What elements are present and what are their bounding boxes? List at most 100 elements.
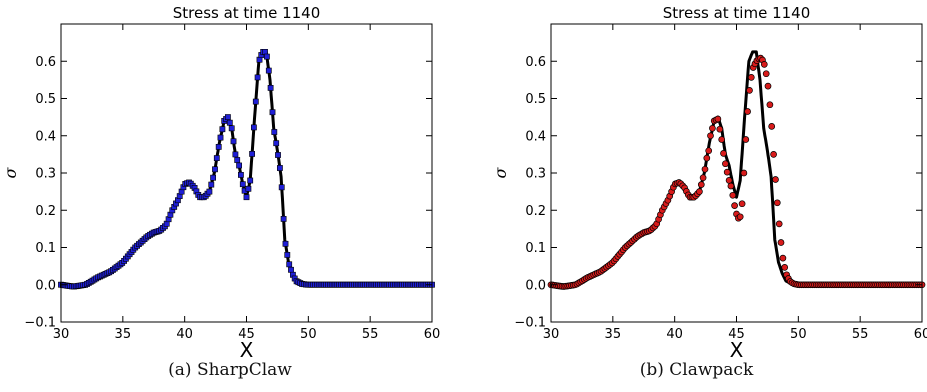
data-point — [225, 114, 231, 120]
y-tick-label: 0.2 — [525, 204, 546, 219]
data-point — [744, 108, 751, 115]
data-point — [722, 160, 729, 168]
y-tick-label: 0.5 — [35, 92, 56, 107]
data-point — [768, 123, 776, 130]
data-point — [280, 216, 287, 222]
data-point — [247, 177, 254, 184]
data-point — [267, 85, 274, 91]
y-tick-label: 0.3 — [525, 167, 546, 182]
x-tick-label: 30 — [53, 327, 70, 342]
data-point — [747, 74, 755, 81]
x-tick-label: 50 — [300, 327, 317, 342]
data-point — [286, 261, 293, 268]
data-point — [215, 144, 222, 150]
data-point — [238, 172, 244, 178]
data-point — [213, 155, 220, 161]
data-point — [217, 134, 224, 141]
data-point — [762, 70, 770, 78]
data-point — [781, 264, 789, 271]
y-tick-label: 0.2 — [35, 204, 56, 219]
data-point — [243, 194, 250, 201]
data-point — [699, 174, 707, 182]
plot-frame — [550, 23, 923, 323]
data-point — [707, 132, 714, 140]
data-point — [723, 168, 731, 176]
data-point — [738, 200, 746, 208]
data-point — [772, 176, 779, 183]
data-point — [234, 157, 241, 163]
x-tick-label: 55 — [852, 327, 869, 342]
data-point — [727, 182, 735, 190]
data-point — [775, 220, 783, 228]
data-point — [773, 199, 781, 207]
x-tick-label: 50 — [790, 327, 807, 342]
y-tick-label: 0.0 — [525, 278, 546, 293]
data-point — [725, 177, 733, 184]
data-point — [731, 202, 738, 209]
data-point — [718, 136, 726, 143]
y-tick-label: −0.1 — [24, 316, 56, 331]
data-point — [271, 129, 278, 135]
data-point — [284, 252, 291, 258]
data-point — [764, 82, 772, 90]
data-point — [705, 147, 713, 155]
y-tick-label: 0.0 — [35, 278, 56, 293]
y-axis-label: σ — [1, 166, 20, 178]
data-point — [701, 165, 709, 173]
data-point — [779, 254, 787, 262]
data-point — [760, 61, 768, 68]
caption-clawpack: (b) Clawpack — [639, 360, 754, 380]
marker-series — [58, 48, 435, 290]
y-tick-label: −0.1 — [514, 316, 546, 331]
data-point — [770, 151, 777, 158]
y-tick-label: 0.4 — [35, 129, 56, 144]
data-point — [208, 181, 215, 188]
data-point — [696, 188, 703, 195]
data-point — [251, 124, 257, 131]
marker-series — [547, 54, 926, 290]
data-point — [273, 140, 280, 147]
data-point — [232, 151, 239, 158]
data-point — [228, 125, 235, 132]
x-tick-label: 35 — [115, 327, 132, 342]
plot-frame — [60, 23, 433, 323]
data-point — [714, 115, 722, 123]
x-tick-label: 40 — [176, 327, 193, 342]
data-point — [239, 181, 246, 188]
data-point — [226, 119, 233, 126]
data-point — [249, 151, 255, 157]
caption-sharpclaw: (a) SharpClaw — [168, 360, 292, 380]
data-point — [245, 185, 252, 192]
y-tick-label: 0.5 — [525, 92, 546, 107]
data-point — [210, 174, 216, 181]
data-point — [736, 213, 744, 221]
data-point — [206, 188, 213, 195]
chart-title: Stress at time 1140 — [173, 4, 321, 22]
reference-curve — [550, 50, 923, 289]
x-tick-label: 60 — [914, 327, 927, 342]
chart-clawpack: Stress at time 1140 30 35 40 45 50 55 60 −0.1 0.0… — [491, 4, 927, 360]
data-point — [729, 191, 737, 199]
data-point — [766, 101, 774, 109]
data-point — [275, 152, 281, 158]
y-tick-label: 0.6 — [525, 55, 546, 70]
y-tick-label: 0.1 — [35, 241, 56, 256]
data-point — [777, 239, 785, 246]
data-point — [269, 109, 276, 116]
data-point — [709, 124, 716, 132]
chart-title: Stress at time 1140 — [663, 4, 811, 22]
data-point — [212, 166, 218, 173]
x-tick-label: 45 — [728, 327, 745, 342]
x-axis-label: X — [730, 338, 744, 360]
x-tick-label: 55 — [362, 327, 379, 342]
data-point — [720, 150, 727, 157]
x-axis-label: X — [240, 338, 254, 360]
data-point — [278, 184, 285, 191]
y-tick-label: 0.3 — [35, 167, 56, 182]
data-point — [740, 169, 748, 177]
y-axis-label: σ — [491, 166, 510, 178]
data-point — [703, 154, 711, 162]
panel-clawpack: Stress at time 1140 30 35 40 45 50 55 60 −0.1 0.0… — [466, 0, 927, 392]
data-point — [263, 53, 270, 60]
data-point — [254, 74, 261, 81]
